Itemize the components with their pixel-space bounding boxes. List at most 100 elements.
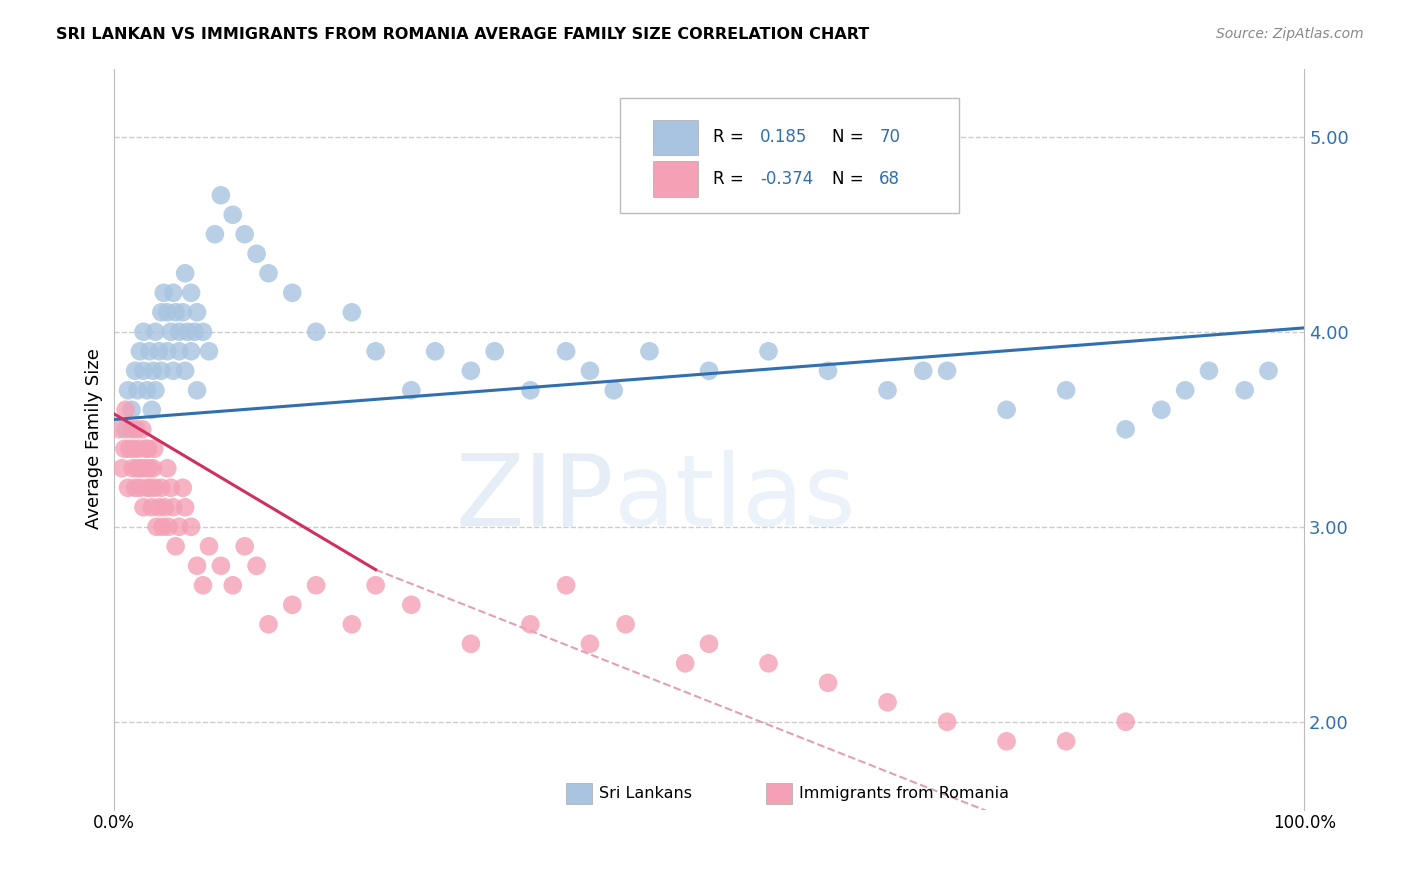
Point xyxy=(132,364,155,378)
Y-axis label: Average Family Size: Average Family Size xyxy=(86,349,103,530)
Point xyxy=(139,481,162,495)
Point xyxy=(1054,734,1077,748)
Point xyxy=(423,344,446,359)
Point xyxy=(145,481,167,495)
Text: Immigrants from Romania: Immigrants from Romania xyxy=(800,786,1010,801)
Point xyxy=(172,305,194,319)
Point xyxy=(118,442,141,456)
Point xyxy=(555,578,578,592)
Point xyxy=(162,285,184,300)
Point xyxy=(111,461,134,475)
Point xyxy=(1257,364,1279,378)
Point xyxy=(638,344,661,359)
Point xyxy=(150,364,173,378)
Point xyxy=(673,657,696,671)
Text: 68: 68 xyxy=(879,170,900,188)
Point xyxy=(153,500,176,515)
Point xyxy=(124,364,146,378)
Point xyxy=(1233,384,1256,398)
Point xyxy=(138,344,160,359)
Point xyxy=(165,539,187,553)
FancyBboxPatch shape xyxy=(567,783,592,804)
FancyBboxPatch shape xyxy=(652,120,699,155)
Point xyxy=(138,461,160,475)
Point xyxy=(186,384,208,398)
Point xyxy=(150,481,173,495)
Point xyxy=(132,325,155,339)
Point xyxy=(257,617,280,632)
Point xyxy=(136,384,159,398)
Point xyxy=(128,442,150,456)
Point xyxy=(108,422,131,436)
Point xyxy=(148,344,170,359)
Point xyxy=(233,227,256,242)
Point xyxy=(162,364,184,378)
Point xyxy=(364,344,387,359)
Point xyxy=(157,520,180,534)
Point xyxy=(121,461,143,475)
Point xyxy=(519,617,541,632)
Point xyxy=(131,422,153,436)
Point xyxy=(167,520,190,534)
Point xyxy=(180,285,202,300)
Text: Sri Lankans: Sri Lankans xyxy=(599,786,692,801)
Point xyxy=(1150,402,1173,417)
Point xyxy=(172,481,194,495)
Point xyxy=(167,344,190,359)
Point xyxy=(191,325,214,339)
Point xyxy=(129,461,152,475)
Point xyxy=(152,285,174,300)
Point xyxy=(129,481,152,495)
Point xyxy=(245,558,267,573)
Text: R =: R = xyxy=(713,128,744,146)
Point xyxy=(936,364,959,378)
Point xyxy=(127,384,149,398)
Point xyxy=(141,402,163,417)
Point xyxy=(614,617,637,632)
Text: R =: R = xyxy=(713,170,744,188)
Point xyxy=(183,325,205,339)
Point xyxy=(129,344,152,359)
Point xyxy=(876,695,898,709)
Point xyxy=(555,344,578,359)
Point xyxy=(148,500,170,515)
Point xyxy=(117,384,139,398)
Point xyxy=(579,637,602,651)
Point xyxy=(176,325,198,339)
Point xyxy=(1198,364,1220,378)
Point xyxy=(340,617,363,632)
Point xyxy=(114,402,136,417)
Point xyxy=(174,500,197,515)
Point xyxy=(281,285,304,300)
Point xyxy=(127,461,149,475)
Point xyxy=(364,578,387,592)
Point xyxy=(167,325,190,339)
Text: N =: N = xyxy=(831,128,863,146)
Point xyxy=(876,384,898,398)
Text: atlas: atlas xyxy=(614,450,855,547)
Point xyxy=(191,578,214,592)
Point xyxy=(912,364,935,378)
Point xyxy=(136,481,159,495)
Text: 70: 70 xyxy=(879,128,900,146)
Point xyxy=(186,558,208,573)
Point xyxy=(995,402,1018,417)
Point xyxy=(117,481,139,495)
Point xyxy=(174,364,197,378)
Point xyxy=(204,227,226,242)
Point xyxy=(136,442,159,456)
Point xyxy=(209,188,232,202)
Point xyxy=(460,364,482,378)
Point xyxy=(145,520,167,534)
Point xyxy=(152,520,174,534)
Point xyxy=(121,402,143,417)
Point xyxy=(305,325,328,339)
Point xyxy=(180,344,202,359)
Point xyxy=(156,305,179,319)
Point xyxy=(124,481,146,495)
FancyBboxPatch shape xyxy=(766,783,793,804)
Point xyxy=(401,384,423,398)
Point xyxy=(257,266,280,280)
Point xyxy=(142,364,165,378)
Text: N =: N = xyxy=(831,170,863,188)
